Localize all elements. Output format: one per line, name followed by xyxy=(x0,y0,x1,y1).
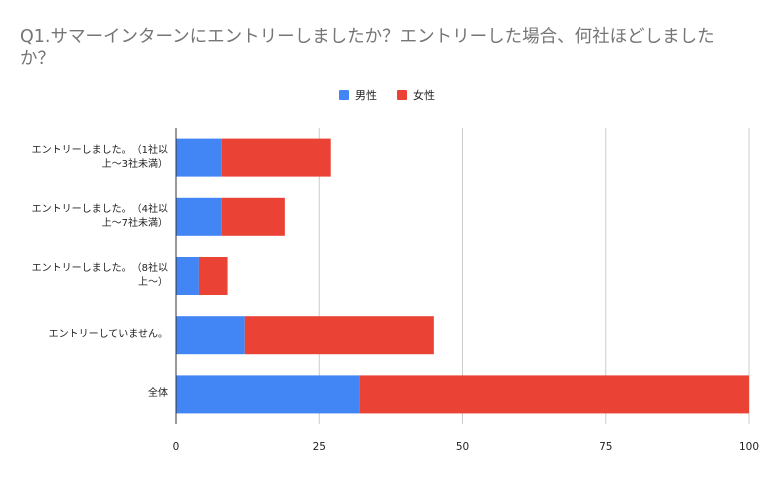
x-tick-label-2: 25 xyxy=(313,441,326,453)
bar-segment-s1-c2 xyxy=(176,197,222,236)
chart-title: Q1.サマーインターンにエントリーしましたか？エントリーした場合、何社ほどしまし… xyxy=(20,27,715,69)
bar-segment-s1-c1 xyxy=(176,138,222,177)
bar-segment-s2-c2 xyxy=(221,197,285,236)
bar-segment-s2-c3 xyxy=(198,256,228,296)
legend-label: 男性 xyxy=(355,89,377,102)
legend-swatch xyxy=(339,90,349,100)
bar-segment-s2-c5 xyxy=(359,375,749,414)
bar-segment-s2-c4 xyxy=(244,316,434,355)
bar-segment-s1-c3 xyxy=(176,256,199,296)
x-tick-label-5: 100 xyxy=(739,441,759,453)
y-axis-label-5: 全体 xyxy=(148,388,168,400)
legend: 男性 女性 xyxy=(0,88,774,102)
legend-swatch xyxy=(397,90,407,100)
y-axis-label-2: エントリーしました。 （4社以上〜7社未満） xyxy=(31,203,168,229)
x-tick-label-1: 0 xyxy=(173,441,180,453)
y-axis-label-4: エントリーしていません。 xyxy=(48,329,168,341)
y-axis-label-1: エントリーしました。 （1社以上〜3社未満） xyxy=(31,144,168,170)
bar-segment-s2-c1 xyxy=(221,138,331,177)
x-tick-label-4: 75 xyxy=(599,441,612,453)
legend-item-1: 男性 xyxy=(339,87,377,103)
legend-label: 女性 xyxy=(413,89,435,102)
legend-item-2: 女性 xyxy=(397,87,435,103)
y-axis-label-3: エントリーしました。 （8社以上〜） xyxy=(31,262,168,288)
x-tick-label-3: 50 xyxy=(456,441,469,453)
bars xyxy=(176,138,749,414)
bar-segment-s1-c4 xyxy=(176,316,245,355)
bar-segment-s1-c5 xyxy=(176,375,360,414)
x-axis-ticks: 0 25 50 75 100 xyxy=(173,441,759,453)
